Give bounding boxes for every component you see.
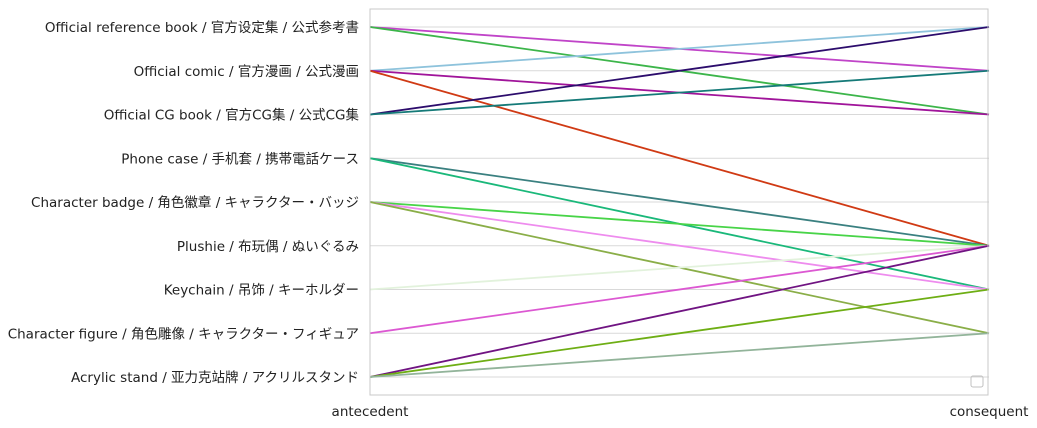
link-line <box>369 157 990 247</box>
link-layer <box>369 26 990 378</box>
category-label: Keychain / 吊饰 / キーホルダー <box>164 283 359 299</box>
link-line <box>369 201 990 247</box>
category-label: Phone case / 手机套 / 携帯電話ケース <box>121 150 359 167</box>
category-label: Official reference book / 官方设定集 / 公式参考書 <box>45 19 359 36</box>
category-label: Plushie / 布玩偶 / ぬいぐるみ <box>177 239 359 255</box>
category-label: Acrylic stand / 亚力克站牌 / アクリルスタンド <box>71 369 359 386</box>
link-line <box>369 69 990 116</box>
link-line <box>369 244 990 378</box>
category-labels: Official reference book / 官方设定集 / 公式参考書 O… <box>8 19 360 386</box>
category-label: Official comic / 官方漫画 / 公式漫画 <box>134 64 359 80</box>
category-label: Character badge / 角色徽章 / キャラクター・バッジ <box>31 194 359 211</box>
link-line <box>369 332 990 378</box>
link-line <box>369 26 990 116</box>
axis-label-antecedent: antecedent <box>332 404 409 420</box>
link-line <box>369 26 990 72</box>
link-line <box>369 244 990 335</box>
axis-label-consequent: consequent <box>950 404 1029 420</box>
link-line <box>369 201 990 291</box>
category-label: Character figure / 角色雕像 / キャラクター・フィギュア <box>8 325 359 342</box>
legend-toggle-box[interactable] <box>970 375 984 388</box>
link-line <box>369 288 990 378</box>
plot-frame <box>369 8 989 396</box>
link-line <box>369 244 990 291</box>
category-label: Official CG book / 官方CG集 / 公式CG集 <box>104 108 360 124</box>
